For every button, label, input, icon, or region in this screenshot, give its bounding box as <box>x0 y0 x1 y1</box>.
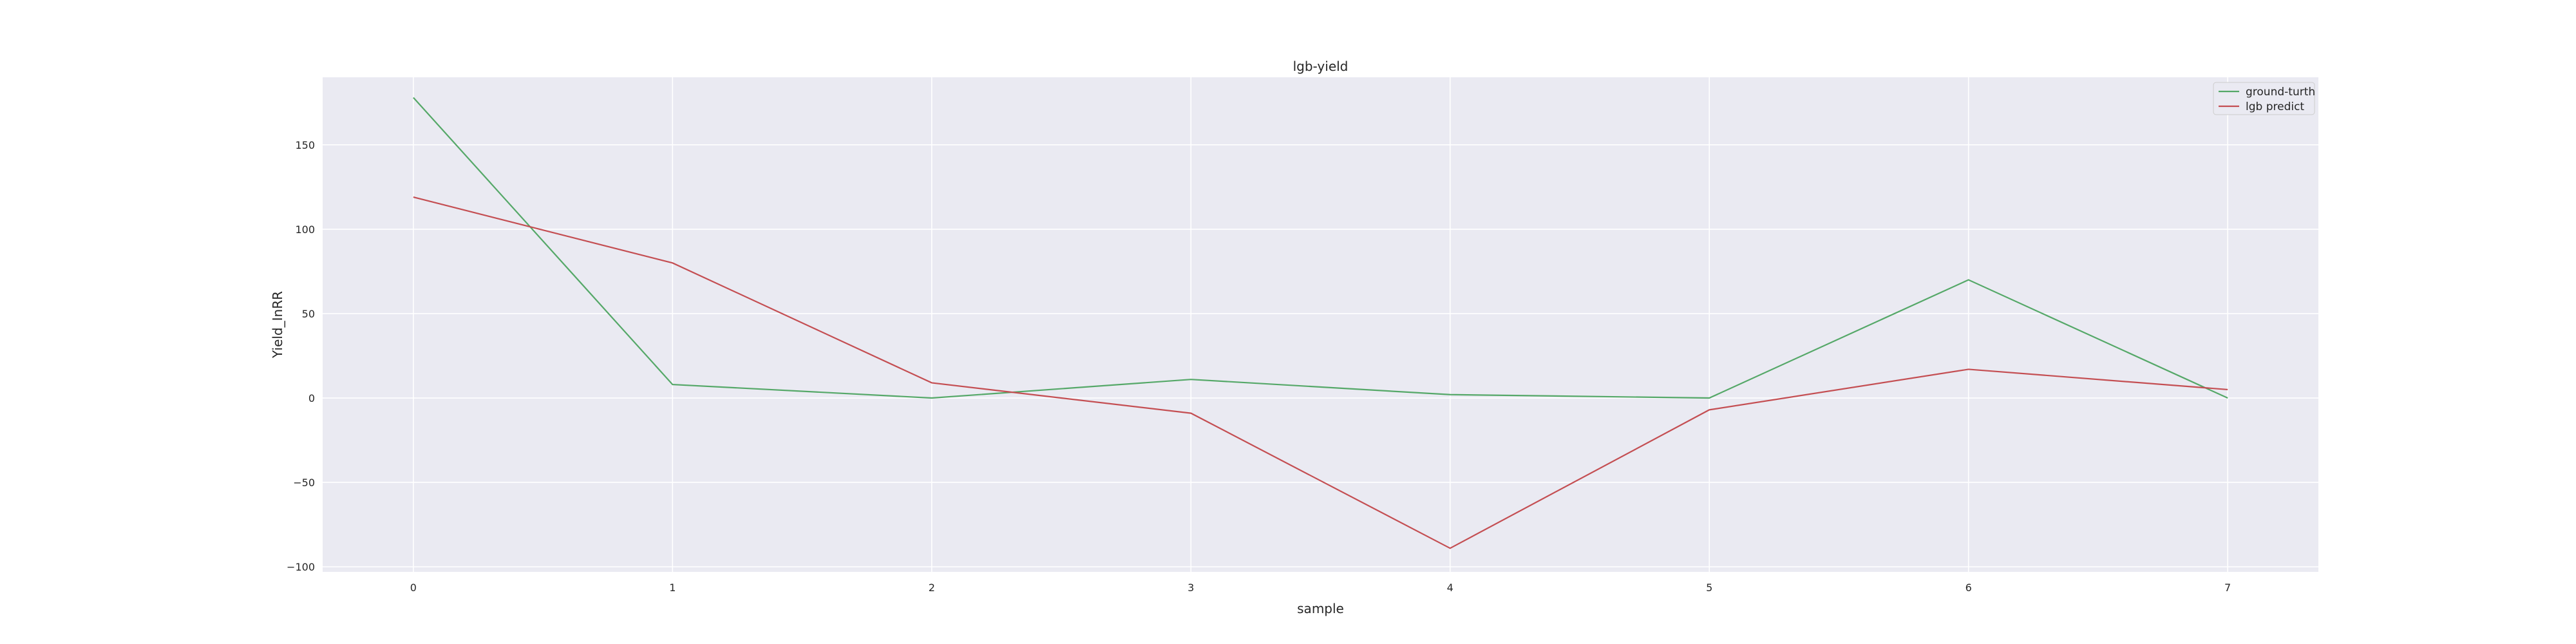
x-tick-label: 4 <box>1447 582 1454 594</box>
tick-labels: 0 1 2 3 4 5 6 7 −100 −50 0 50 100 150 <box>287 139 2231 594</box>
x-tick-label: 7 <box>2224 582 2231 594</box>
x-axis-label: sample <box>1297 601 1344 616</box>
x-tick-label: 0 <box>410 582 417 594</box>
x-tick-label: 1 <box>669 582 676 594</box>
y-tick-label: 150 <box>295 139 315 151</box>
y-tick-label: −100 <box>287 561 315 573</box>
x-tick-label: 3 <box>1188 582 1194 594</box>
y-tick-label: 50 <box>302 308 315 320</box>
y-tick-label: 100 <box>295 223 315 236</box>
y-tick-label: 0 <box>308 392 315 404</box>
y-tick-label: −50 <box>293 477 315 489</box>
legend-label-ground-turth: ground-turth <box>2246 86 2315 99</box>
series-line-ground-turth <box>413 97 2228 399</box>
x-tick-label: 2 <box>929 582 935 594</box>
x-tick-label: 6 <box>1965 582 1972 594</box>
x-tick-label: 5 <box>1706 582 1712 594</box>
legend-label-lgb-predict: lgb predict <box>2246 100 2304 113</box>
chart-title: lgb-yield <box>1293 59 1349 74</box>
grid-lines <box>323 77 2318 572</box>
series-lines <box>413 97 2228 549</box>
y-axis-label: Yield_InRR <box>270 291 285 359</box>
series-line-lgb-predict <box>413 196 2228 549</box>
legend: ground-turth lgb predict <box>2213 82 2315 115</box>
plot-area <box>323 77 2318 572</box>
